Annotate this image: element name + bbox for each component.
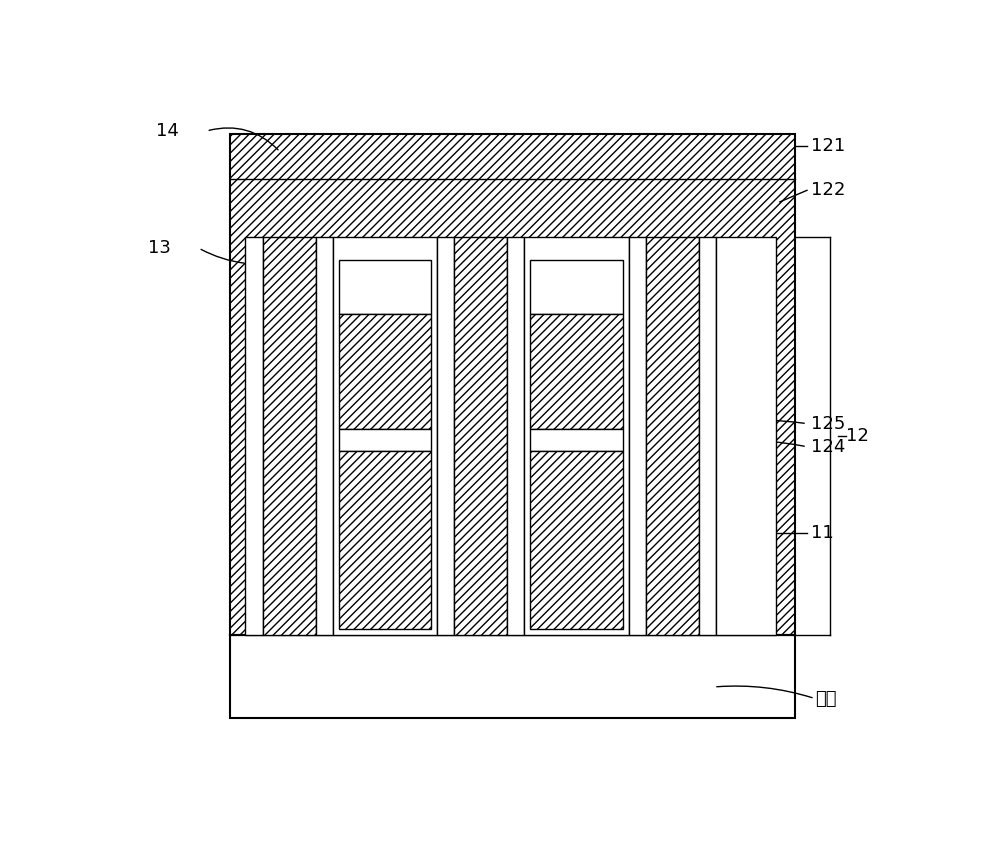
Text: 衬底: 衬底 [815, 689, 836, 707]
Bar [530, 450, 623, 629]
Text: 11: 11 [811, 524, 834, 542]
Bar [629, 237, 646, 634]
Bar [530, 259, 623, 314]
Bar [716, 237, 776, 634]
Text: 14: 14 [156, 122, 179, 140]
Bar [437, 237, 454, 634]
Text: 121: 121 [811, 137, 845, 155]
Bar [316, 237, 333, 634]
Bar [524, 237, 629, 634]
Bar [698, 237, 716, 634]
Text: 13: 13 [148, 239, 171, 257]
Bar [339, 314, 431, 429]
Text: 125: 125 [811, 415, 845, 432]
Bar [245, 237, 263, 634]
Bar [333, 237, 437, 634]
Bar [454, 237, 507, 634]
Bar [530, 429, 623, 450]
Bar [646, 237, 698, 634]
Text: 124: 124 [811, 438, 845, 455]
Bar [230, 634, 795, 717]
Bar [263, 237, 316, 634]
Text: 12: 12 [846, 427, 869, 444]
Bar [230, 134, 795, 634]
Bar [530, 314, 623, 429]
Bar [339, 429, 431, 450]
Text: 122: 122 [811, 181, 845, 199]
Bar [339, 259, 431, 314]
Bar [507, 237, 524, 634]
Bar [339, 450, 431, 629]
